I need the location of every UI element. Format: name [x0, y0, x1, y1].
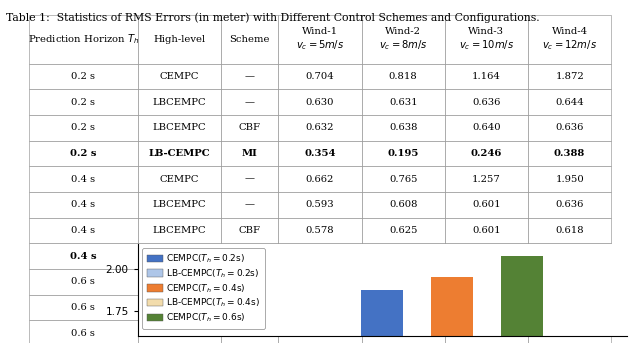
- Bar: [362, 290, 403, 343]
- Bar: [501, 256, 543, 343]
- Bar: [431, 277, 474, 343]
- Legend: CEMPC($T_h = 0.2$s), LB-CEMPC($T_h = 0.2$s), CEMPC($T_h = 0.4$s), LB-CEMPC($T_h : CEMPC($T_h = 0.2$s), LB-CEMPC($T_h = 0.2…: [142, 248, 265, 329]
- Text: Table 1:  Statistics of RMS Errors (in meter) with Different Control Schemes and: Table 1: Statistics of RMS Errors (in me…: [6, 12, 540, 23]
